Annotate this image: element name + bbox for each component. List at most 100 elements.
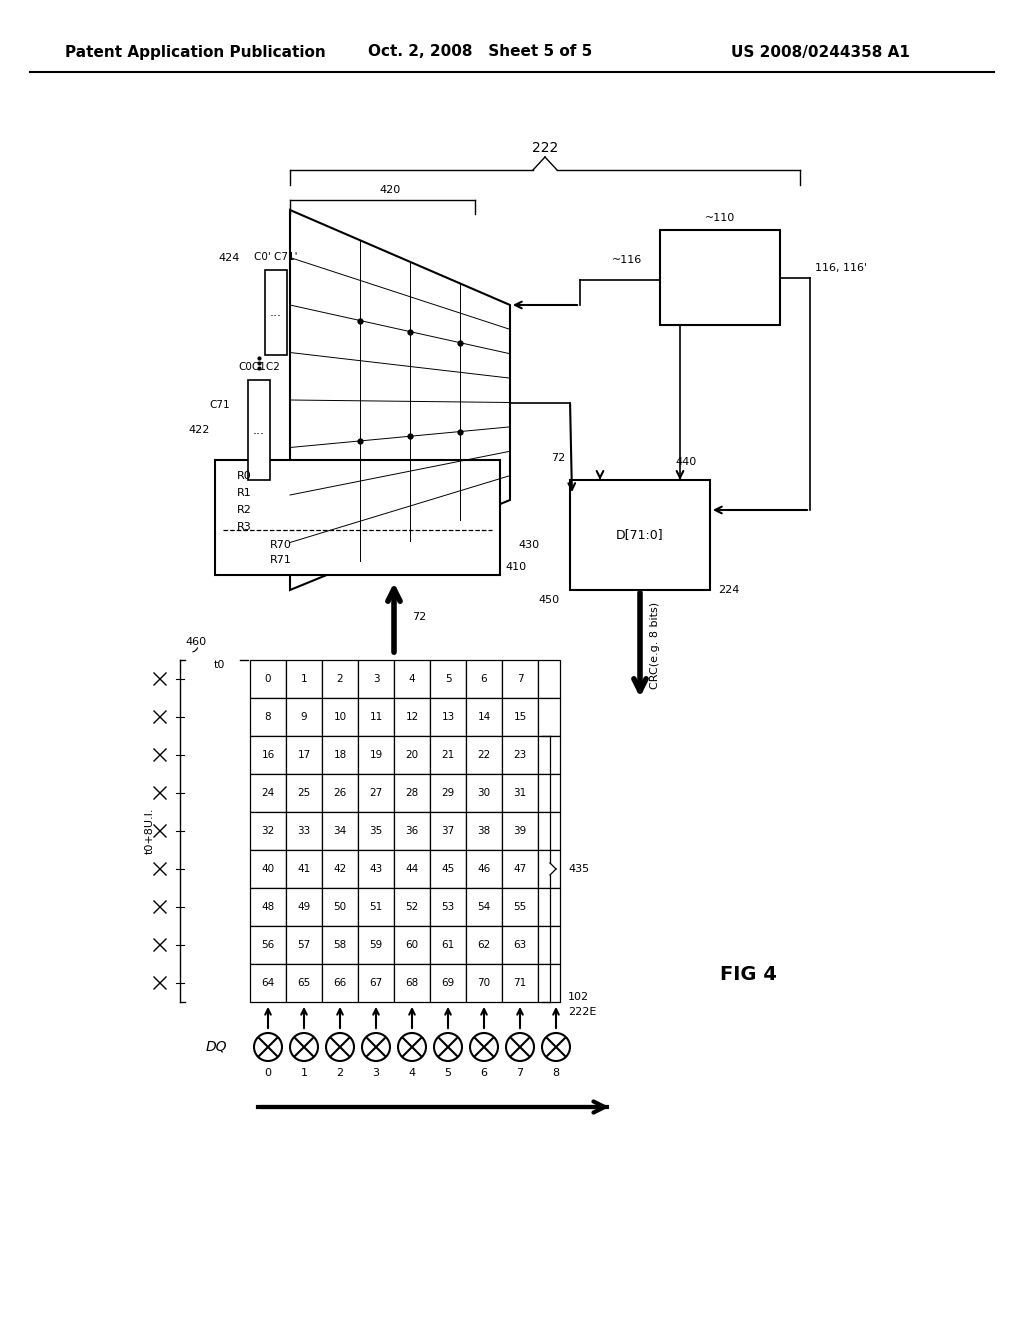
Text: 422: 422 [188,425,210,436]
Bar [250,964,286,1002]
Text: 15: 15 [513,711,526,722]
Text: 4: 4 [409,1068,416,1078]
Bar [286,774,322,812]
Bar [215,459,500,576]
Bar [250,850,286,888]
Bar [538,737,559,774]
Text: 6: 6 [480,675,487,684]
Text: ~110: ~110 [705,213,735,223]
Text: 20: 20 [406,750,419,760]
Text: 420: 420 [379,185,400,195]
Bar [538,812,559,850]
Text: 40: 40 [261,865,274,874]
Bar [466,698,502,737]
Bar [538,964,559,1002]
Bar [286,888,322,927]
Text: 21: 21 [441,750,455,760]
Bar [286,850,322,888]
Bar [502,850,538,888]
Text: 5: 5 [444,1068,452,1078]
Bar [538,888,559,927]
Text: 30: 30 [477,788,490,799]
Text: 2: 2 [337,675,343,684]
Bar [322,698,358,737]
Bar [286,698,322,737]
Text: 69: 69 [441,978,455,987]
Bar [466,812,502,850]
Text: 71: 71 [513,978,526,987]
Text: 70: 70 [477,978,490,987]
Bar [466,888,502,927]
Text: 224: 224 [718,585,739,595]
Text: 28: 28 [406,788,419,799]
Bar [322,927,358,964]
Text: 27: 27 [370,788,383,799]
Text: 65: 65 [297,978,310,987]
Text: 14: 14 [477,711,490,722]
Bar [570,480,710,590]
Text: 72: 72 [551,453,565,463]
Bar [502,888,538,927]
Bar [502,812,538,850]
Text: DQ: DQ [206,1040,227,1053]
Text: ...: ... [253,424,265,437]
Text: 68: 68 [406,978,419,987]
Text: 440: 440 [675,457,696,467]
Bar [502,660,538,698]
Bar [430,927,466,964]
Text: C0' C71': C0' C71' [254,252,298,261]
Text: 460: 460 [185,638,206,647]
Bar [322,964,358,1002]
Text: 36: 36 [406,826,419,836]
Bar [250,660,286,698]
Text: 45: 45 [441,865,455,874]
Bar [286,927,322,964]
Text: 35: 35 [370,826,383,836]
Bar [538,850,559,888]
Bar [358,964,394,1002]
Text: 2: 2 [337,1068,344,1078]
Bar [265,271,287,355]
Bar [430,737,466,774]
Bar [286,737,322,774]
Text: 60: 60 [406,940,419,950]
Text: R0: R0 [237,471,252,480]
Text: 53: 53 [441,902,455,912]
Bar [502,698,538,737]
Text: 44: 44 [406,865,419,874]
Bar [394,737,430,774]
Text: D[71:0]: D[71:0] [616,528,664,541]
Bar [660,230,780,325]
Bar [430,888,466,927]
Text: 450: 450 [539,595,560,605]
Bar [394,927,430,964]
Bar [466,927,502,964]
Text: 22: 22 [477,750,490,760]
Text: 48: 48 [261,902,274,912]
Bar [502,737,538,774]
Text: 23: 23 [513,750,526,760]
Text: Oct. 2, 2008   Sheet 5 of 5: Oct. 2, 2008 Sheet 5 of 5 [368,45,592,59]
Text: 222E: 222E [568,1007,596,1016]
Text: 62: 62 [477,940,490,950]
Bar [394,660,430,698]
Text: 39: 39 [513,826,526,836]
Text: 46: 46 [477,865,490,874]
Text: 222: 222 [531,141,558,154]
Text: 3: 3 [373,675,379,684]
Text: 13: 13 [441,711,455,722]
Text: C71: C71 [210,400,230,411]
Bar [250,812,286,850]
Text: 37: 37 [441,826,455,836]
Text: 55: 55 [513,902,526,912]
Text: 1: 1 [301,675,307,684]
Text: 47: 47 [513,865,526,874]
Text: US 2008/0244358 A1: US 2008/0244358 A1 [730,45,909,59]
Bar [250,698,286,737]
Bar [286,660,322,698]
Text: 3: 3 [373,1068,380,1078]
Text: t0+8U.I.: t0+8U.I. [145,808,155,854]
Bar [394,698,430,737]
Text: 1: 1 [300,1068,307,1078]
Text: t0: t0 [214,660,225,671]
